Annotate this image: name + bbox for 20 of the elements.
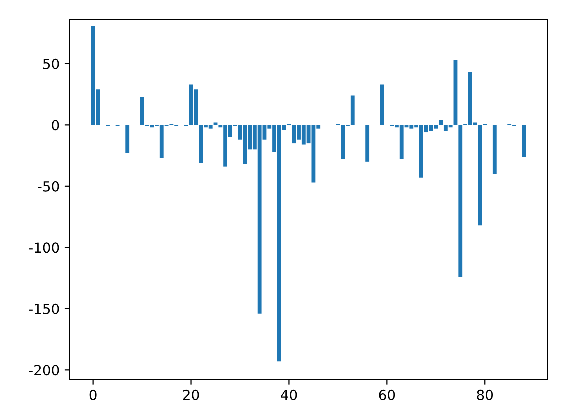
y-tick-label: -150 bbox=[29, 304, 60, 314]
bar bbox=[140, 96, 144, 126]
x-tick-label: 60 bbox=[379, 390, 396, 400]
bar bbox=[366, 125, 370, 162]
bar bbox=[214, 122, 218, 126]
bar bbox=[458, 125, 463, 278]
bar bbox=[350, 96, 355, 126]
bar bbox=[492, 125, 497, 174]
x-tick-label: 0 bbox=[90, 390, 97, 400]
y-tick-label: -100 bbox=[29, 242, 60, 254]
x-tick-label: 20 bbox=[183, 390, 200, 400]
y-tick-label: 0 bbox=[52, 120, 60, 131]
bar bbox=[126, 125, 130, 154]
y-tick-label: 50 bbox=[43, 58, 60, 70]
y-tick-label: -200 bbox=[29, 365, 60, 376]
bar bbox=[522, 125, 526, 158]
y-tick-label: -50 bbox=[38, 181, 60, 192]
bar bbox=[439, 120, 443, 126]
x-tick-label: 40 bbox=[281, 390, 298, 400]
x-tick-label: 80 bbox=[477, 390, 494, 400]
